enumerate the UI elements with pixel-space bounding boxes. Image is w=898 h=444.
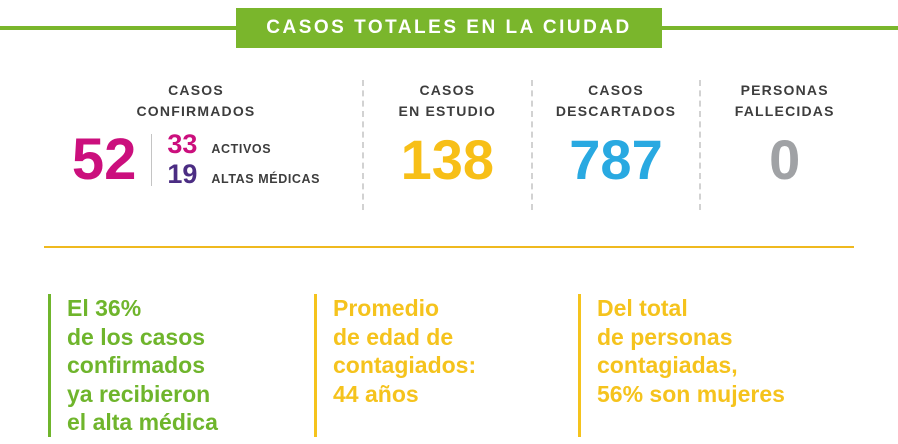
stat-in-study: CASOS EN ESTUDIO 138 xyxy=(364,80,531,212)
notes-row: El 36% de los casos confirmados ya recib… xyxy=(0,248,898,437)
note-women-percentage: Del total de personas contagiadas, 56% s… xyxy=(578,294,785,437)
header: CASOS TOTALES EN LA CIUDAD xyxy=(0,0,898,48)
recovered-stat: 19 ALTAS MÉDICAS xyxy=(167,158,321,190)
stat-in-study-label: CASOS EN ESTUDIO xyxy=(398,82,497,119)
stat-confirmed: CASOS CONFIRMADOS 52 33 ACTIVOS 19 ALTAS… xyxy=(30,80,362,212)
note-recovery-percentage: El 36% de los casos confirmados ya recib… xyxy=(48,294,262,437)
stat-deceased: PERSONAS FALLECIDAS 0 xyxy=(701,80,868,212)
stats-divider-1 xyxy=(362,80,364,210)
active-label: ACTIVOS xyxy=(211,142,272,156)
stat-deceased-label: PERSONAS FALLECIDAS xyxy=(734,82,835,119)
confirmed-sub-stats: 33 ACTIVOS 19 ALTAS MÉDICAS xyxy=(167,129,321,190)
stats-divider-3 xyxy=(699,80,702,210)
stat-confirmed-label: CASOS CONFIRMADOS xyxy=(136,82,256,119)
recovered-value: 19 xyxy=(167,158,198,189)
stat-discarded-label: CASOS DESCARTADOS xyxy=(555,82,677,119)
stat-confirmed-body: 52 33 ACTIVOS 19 ALTAS MÉDICAS xyxy=(71,126,321,192)
header-line-left xyxy=(0,26,237,30)
stats-row: CASOS CONFIRMADOS 52 33 ACTIVOS 19 ALTAS… xyxy=(0,80,898,212)
page-title: CASOS TOTALES EN LA CIUDAD xyxy=(236,8,662,48)
recovered-label: ALTAS MÉDICAS xyxy=(211,171,321,186)
active-stat: 33 ACTIVOS xyxy=(167,129,320,160)
confirmed-inner-divider xyxy=(151,133,153,186)
active-value: 33 xyxy=(167,129,198,159)
discarded-value: 787 xyxy=(569,128,663,191)
horizontal-rule xyxy=(44,246,854,248)
note-average-age: Promedio de edad de contagiados: 44 años xyxy=(314,294,518,437)
deceased-value: 0 xyxy=(769,128,801,191)
stat-discarded: CASOS DESCARTADOS 787 xyxy=(533,80,700,212)
in-study-value: 138 xyxy=(400,128,495,191)
confirmed-value: 52 xyxy=(71,126,137,192)
stats-divider-2 xyxy=(530,80,533,210)
header-line-right xyxy=(661,26,898,30)
